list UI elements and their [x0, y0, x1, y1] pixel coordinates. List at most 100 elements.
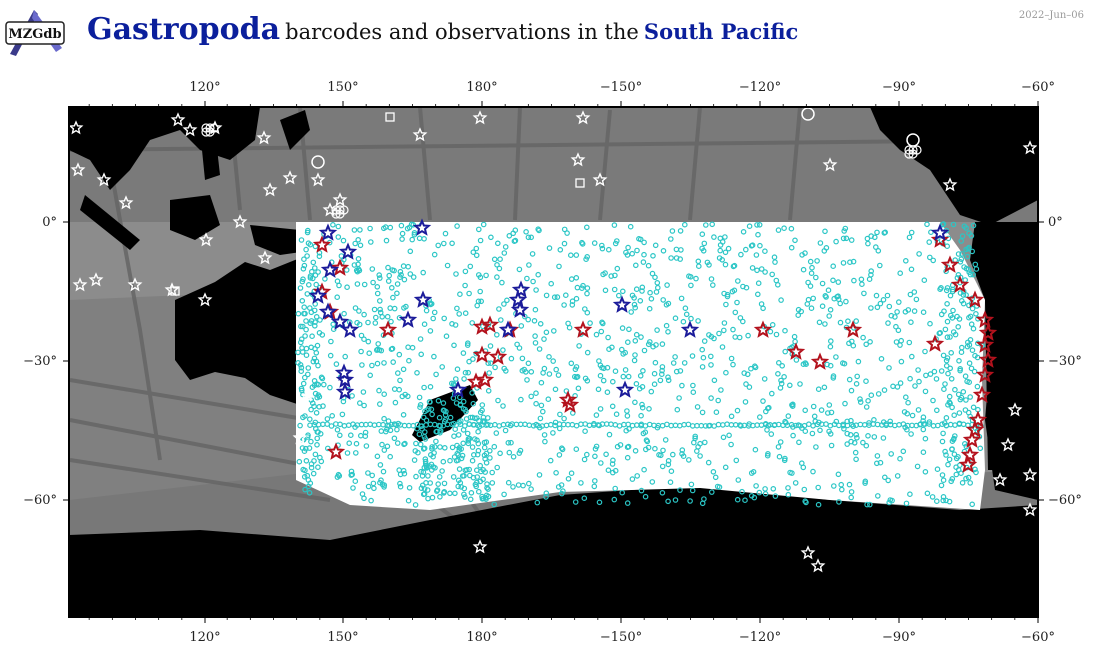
- observation-point: [690, 439, 697, 446]
- observation-point: [701, 240, 708, 247]
- observation-point: [948, 349, 955, 356]
- observation-point: [381, 391, 388, 398]
- observation-point: [518, 323, 525, 329]
- observation-point: [678, 295, 685, 302]
- observation-point: [812, 274, 819, 281]
- observation-point: [908, 353, 915, 360]
- observation-point: [452, 322, 459, 328]
- observation-point: [452, 376, 459, 382]
- title-region: South Pacific: [643, 19, 799, 44]
- observation-point: [483, 439, 490, 445]
- observation-point: [297, 422, 303, 429]
- observation-point: [887, 418, 894, 425]
- observation-point: [573, 295, 580, 302]
- observation-point: [397, 483, 404, 490]
- observation-point: [423, 417, 430, 424]
- observation-point: [392, 399, 399, 406]
- observation-point: [460, 440, 467, 447]
- observation-point: [947, 312, 954, 319]
- observation-point: [541, 432, 548, 438]
- observation-point: [401, 470, 408, 477]
- observation-point: [553, 469, 559, 476]
- observation-point: [308, 461, 315, 467]
- observation-point: [624, 454, 631, 461]
- observation-point: [613, 238, 620, 244]
- observation-point: [797, 381, 803, 387]
- observation-point: [802, 428, 809, 435]
- observation-point: [604, 389, 611, 396]
- observation-point: [880, 435, 887, 441]
- observation-point: [309, 333, 315, 340]
- observation-point: [850, 342, 857, 349]
- observation-point: [414, 369, 420, 376]
- observation-point: [538, 379, 545, 386]
- barcode-red-star: [475, 370, 495, 388]
- observation-point: [385, 278, 392, 284]
- observation-point: [462, 494, 468, 500]
- observation-point: [754, 291, 761, 298]
- observation-point: [921, 277, 928, 284]
- lat-tick-label: 0°: [42, 215, 57, 230]
- observation-point: [945, 401, 951, 408]
- observation-point: [308, 438, 314, 445]
- observation-point: [298, 237, 305, 243]
- barcode-red-star: [472, 345, 492, 363]
- lat-tick-label: −60°: [1048, 493, 1082, 508]
- observation-point: [479, 402, 486, 408]
- observation-point: [810, 295, 817, 302]
- observation-point: [475, 428, 481, 435]
- observation-point: [461, 423, 468, 429]
- observation-point: [516, 266, 523, 273]
- observation-point: [868, 305, 874, 311]
- observation-point: [499, 279, 505, 286]
- observation-point: [394, 370, 401, 376]
- observation-point: [972, 466, 978, 473]
- observation-point: [324, 416, 331, 422]
- observation-point: [695, 318, 701, 324]
- observation-point: [305, 240, 312, 247]
- observation-point: [556, 452, 563, 458]
- observation-point: [353, 440, 360, 447]
- barcode-blue-star: [680, 320, 700, 338]
- observation-point: [963, 225, 969, 231]
- observation-point: [821, 384, 828, 391]
- observation-point: [944, 355, 951, 361]
- observation-point: [967, 394, 974, 400]
- observation-point: [557, 247, 564, 253]
- observation-point: [464, 342, 471, 348]
- observation-point: [417, 404, 423, 411]
- observation-point: [888, 451, 895, 457]
- observation-point: [466, 466, 473, 473]
- observation-point: [633, 286, 640, 293]
- observation-point: [301, 448, 308, 455]
- observation-point: [447, 490, 453, 497]
- observation-point: [874, 304, 881, 311]
- observation-point: [789, 470, 795, 476]
- observation-point: [314, 429, 321, 435]
- barcode-red-star: [472, 317, 492, 335]
- observation-point: [762, 269, 768, 275]
- observation-point: [721, 290, 727, 297]
- observation-point: [410, 274, 417, 280]
- observation-point: [821, 248, 828, 254]
- outside-star-marker: [592, 172, 608, 187]
- observation-point: [512, 237, 519, 244]
- observation-point: [955, 323, 962, 330]
- observation-point: [940, 493, 947, 500]
- observation-point: [818, 407, 825, 413]
- observation-point: [974, 383, 981, 390]
- outside-star-marker: [256, 130, 272, 145]
- observation-point: [790, 432, 796, 439]
- observation-point: [708, 276, 715, 282]
- observation-point: [469, 390, 475, 396]
- observation-point: [526, 262, 532, 268]
- observation-point: [957, 258, 964, 265]
- lon-tick-label: 120°: [189, 80, 220, 95]
- observation-point: [738, 423, 744, 429]
- outside-star-marker: [472, 110, 488, 125]
- barcode-blue-star: [334, 363, 354, 381]
- observation-point: [313, 313, 320, 320]
- observation-point: [908, 229, 915, 236]
- observation-point: [427, 328, 434, 334]
- observation-point: [447, 414, 454, 421]
